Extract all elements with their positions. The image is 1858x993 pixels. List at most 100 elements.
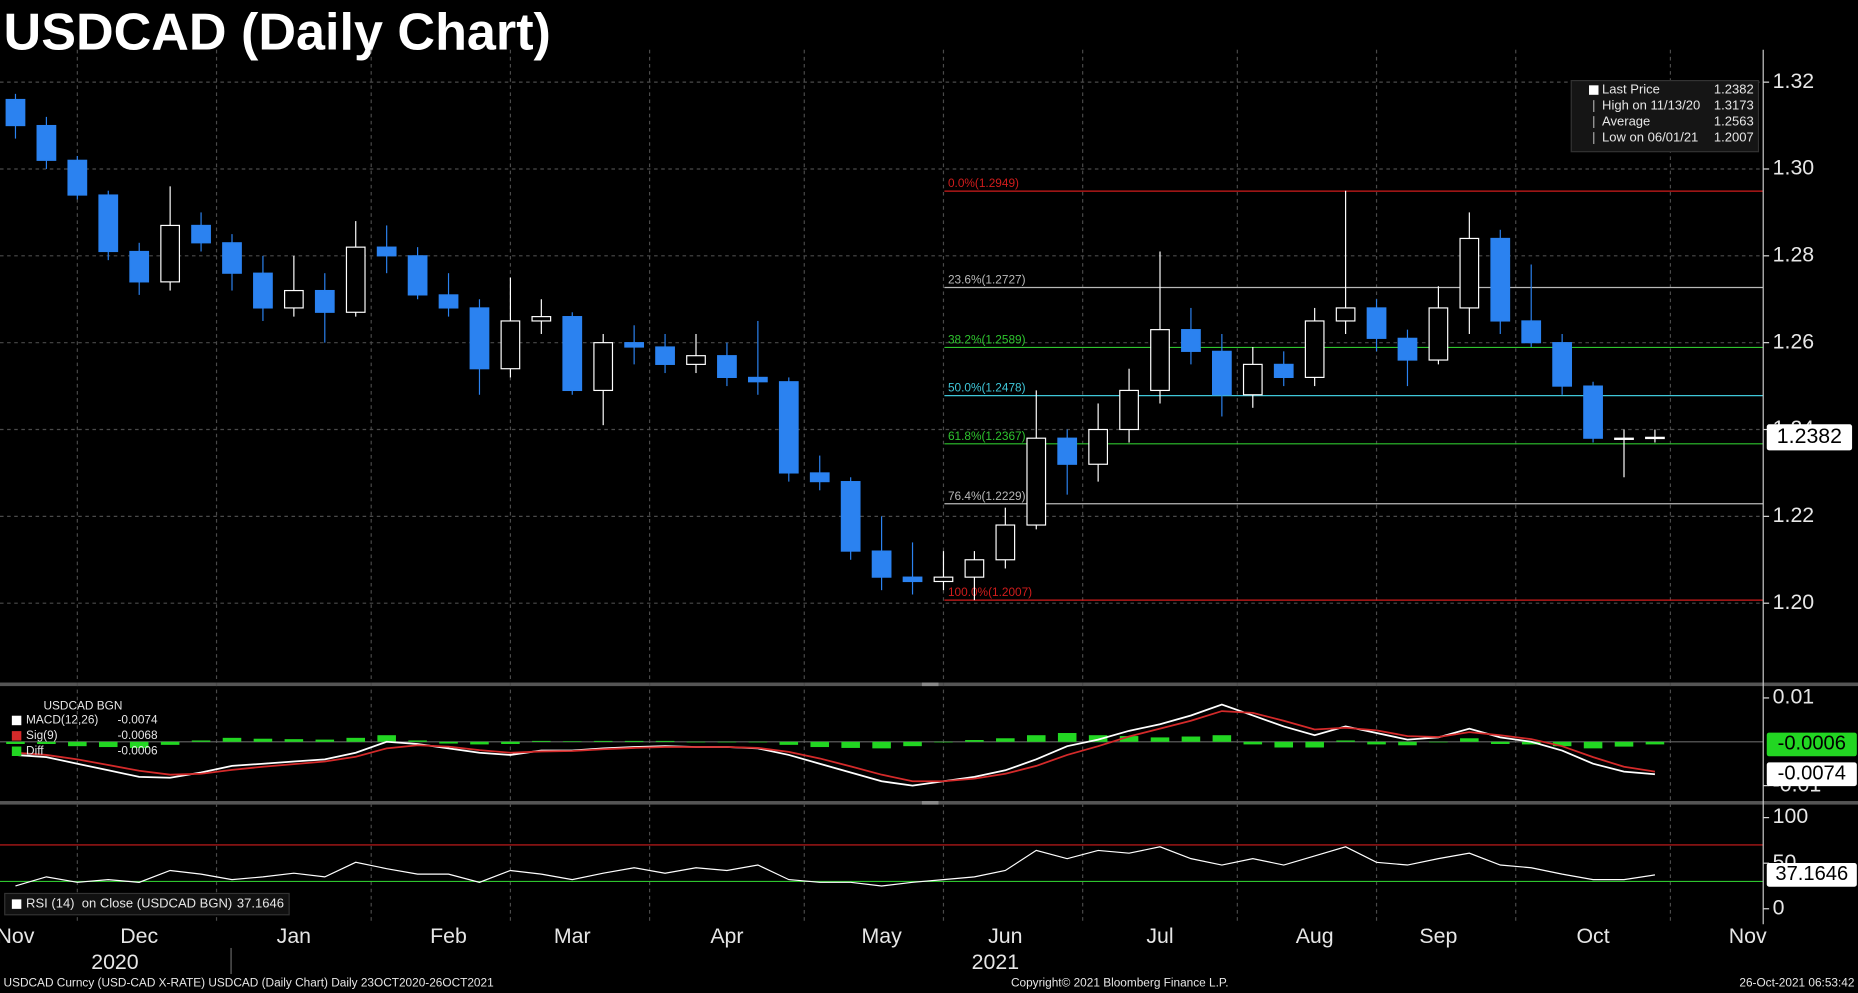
value-tag-label: 37.1646 — [1775, 863, 1848, 885]
diff-bar — [315, 739, 335, 742]
macd-line — [15, 710, 1656, 783]
candle-body — [1304, 320, 1325, 378]
legend-icon — [1589, 85, 1599, 95]
last-price-tag — [1766, 424, 1853, 451]
candle-body — [840, 481, 861, 552]
diff-bar — [191, 740, 211, 742]
candle-body — [1459, 237, 1480, 309]
candle-body — [376, 246, 397, 257]
legend-swatch — [11, 731, 22, 741]
x-tick-label: Jul — [1146, 924, 1173, 948]
legend-swatch — [11, 899, 22, 909]
diff-bar — [593, 740, 613, 742]
value-tag-label: -0.0006 — [1778, 733, 1846, 755]
footer-left: USDCAD Curncy (USD-CAD X-RATE) USDCAD (D… — [4, 976, 494, 990]
diff-bar — [717, 741, 737, 743]
value-tag — [1766, 732, 1857, 757]
diff-bar — [810, 741, 830, 748]
candle-body — [655, 346, 675, 365]
legend-swatch — [11, 746, 22, 757]
year-label: 2020 — [91, 950, 139, 974]
diff-bar — [1460, 738, 1479, 742]
candle-body — [747, 376, 768, 383]
x-tick-label: May — [861, 924, 902, 948]
legend-label: High on 11/13/20 — [1602, 97, 1700, 112]
diff-bar — [1150, 737, 1170, 742]
candle-body — [1242, 363, 1263, 396]
legend-value: -0.0006 — [117, 743, 158, 757]
candle-body — [1521, 320, 1542, 344]
y-tick-label: 1.30 — [1773, 156, 1815, 180]
candle-body — [314, 289, 335, 313]
candle-body — [933, 576, 954, 583]
candle-body — [562, 316, 583, 392]
diff-bar — [1398, 741, 1417, 746]
candle-body — [469, 307, 490, 370]
candle-body — [345, 246, 366, 313]
fib-label: 76.4%(1.2229) — [948, 489, 1026, 503]
y-tick-label: 0.01 — [1773, 685, 1814, 709]
candle-body — [1397, 337, 1418, 361]
candle-body — [871, 550, 892, 578]
chart-title: USDCAD (Daily Chart) — [4, 3, 551, 61]
footer-center: Copyright© 2021 Bloomberg Finance L.P. — [1011, 976, 1229, 990]
candle-body — [500, 320, 521, 370]
legend-value: 37.1646 — [237, 896, 284, 911]
legend-label: Sig(9) — [26, 728, 58, 742]
legend-label: RSI (14) on Close (USDCAD BGN) — [26, 896, 232, 911]
x-tick-label: Aug — [1296, 924, 1334, 948]
diff-bar — [501, 741, 520, 744]
diff-bar — [98, 741, 118, 748]
candle-body — [5, 98, 26, 127]
diff-bar — [686, 741, 706, 743]
candle-body — [1552, 342, 1573, 387]
diff-bar — [160, 741, 180, 745]
x-tick-label: Mar — [554, 924, 591, 948]
candle-body — [593, 342, 614, 392]
diff-bar — [965, 740, 984, 742]
candle-body — [686, 355, 706, 365]
diff-bar — [253, 738, 273, 742]
diff-bar — [903, 741, 922, 747]
candle-body — [222, 242, 242, 274]
footer-right: 26-Oct-2021 06:53:42 — [1739, 976, 1854, 990]
diff-bar — [1088, 735, 1108, 742]
y-tick-label: 1.28 — [1773, 242, 1814, 266]
diff-bar — [439, 741, 458, 744]
diff-bar — [1305, 741, 1324, 748]
candle-body — [1273, 363, 1294, 378]
y-tick-label: 1.22 — [1773, 503, 1814, 527]
rsi-line — [15, 846, 1656, 887]
diff-bar — [1243, 741, 1263, 745]
candle-body — [1645, 436, 1665, 440]
fib-label: 61.8%(1.2367) — [948, 429, 1026, 443]
legend-value: 1.2563 — [1714, 113, 1754, 128]
candle-body — [67, 159, 88, 196]
candle-body — [283, 289, 304, 309]
candle-body — [624, 342, 645, 348]
last-price-tag-label: 1.2382 — [1777, 424, 1842, 448]
diff-bar — [1181, 736, 1201, 742]
diff-bar — [284, 739, 304, 742]
candle-body — [160, 224, 181, 283]
x-tick-label: Dec — [120, 924, 158, 948]
candle-body — [98, 194, 119, 253]
diff-bar — [6, 741, 25, 744]
candle-body — [191, 224, 211, 244]
candle-body — [1088, 428, 1109, 465]
x-tick-label: Jan — [277, 924, 311, 948]
diff-bar — [779, 741, 799, 745]
diff-bar — [1026, 735, 1046, 742]
diff-bar — [532, 740, 551, 742]
y-tick-label: 0 — [1773, 895, 1785, 919]
diff-bar — [37, 741, 56, 744]
y-tick-label: 1.20 — [1773, 590, 1815, 614]
candle-body — [36, 124, 57, 161]
fib-label: 23.6%(1.2727) — [948, 273, 1026, 287]
candle-body — [995, 524, 1016, 561]
legend-label: MACD(12,26) — [26, 713, 98, 727]
diff-bar — [1490, 741, 1510, 744]
diff-bar — [377, 735, 396, 742]
candle-body — [809, 472, 830, 483]
